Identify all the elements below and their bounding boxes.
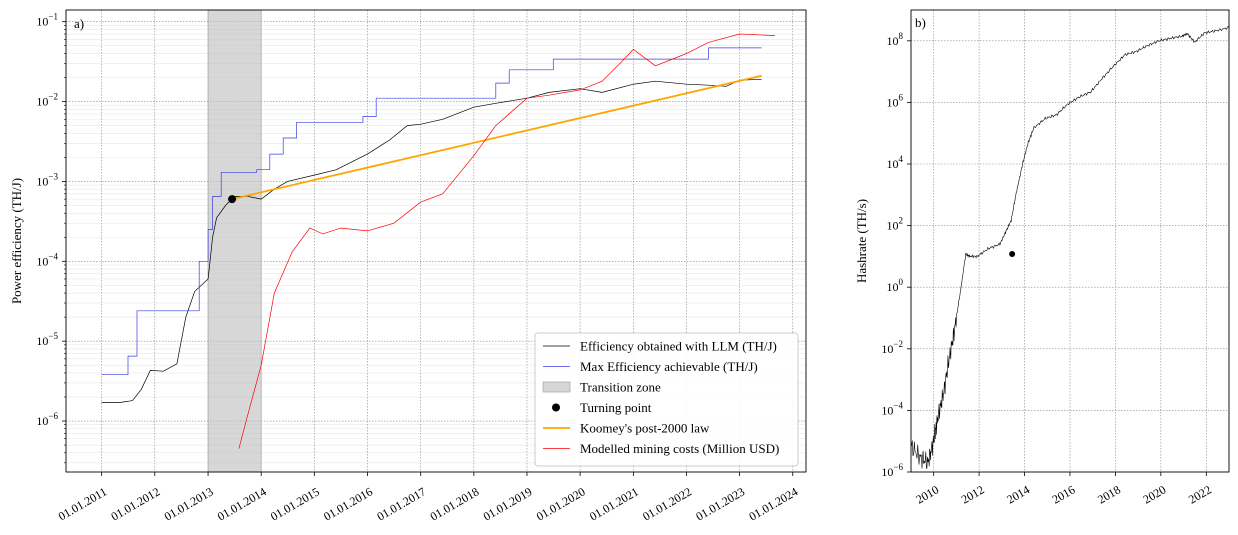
- x-tick-label: 01.01.2015: [268, 484, 322, 523]
- y-tick-label: 10−6: [881, 462, 903, 479]
- legend-box: [534, 332, 799, 467]
- x-tick-label: 01.01.2017: [374, 484, 428, 523]
- x-tick-label: 01.01.2013: [162, 484, 216, 523]
- y-tick-label: 104: [887, 154, 904, 171]
- y-tick-label: 106: [887, 92, 904, 109]
- axes-frame: [65, 9, 807, 473]
- x-tick-label: 01.01.2024: [746, 484, 800, 523]
- x-tick-label: 01.01.2016: [321, 484, 375, 523]
- legend-label: Koomey's post-2000 law: [580, 421, 710, 436]
- legend: Efficiency obtained with LLM (TH/J) Max E…: [534, 332, 799, 467]
- y-tick-label: 10−2: [36, 92, 58, 109]
- legend-swatch: [552, 403, 560, 412]
- y-tick-label: 10−5: [36, 331, 58, 348]
- x-tick-label: 01.01.2018: [428, 484, 482, 523]
- y-tick-label: 10−3: [36, 171, 58, 188]
- y-tick-label: 10−4: [881, 400, 903, 417]
- x-tick-label: 2012: [959, 482, 987, 506]
- transition-zone: [207, 9, 262, 473]
- series-line-0: [101, 78, 762, 403]
- turning-point-marker: [1009, 250, 1016, 257]
- x-tick-label: 2016: [1050, 482, 1078, 506]
- legend-entry: Transition zone: [542, 380, 661, 395]
- y-tick-label: 10−2: [881, 339, 903, 356]
- legend-label: Modelled mining costs (Million USD): [580, 441, 779, 456]
- legend-entry: Max Efficiency achievable (TH/J): [543, 359, 758, 374]
- x-tick-label: 2020: [1141, 482, 1169, 506]
- panel-a-ylabel: Power efficiency (TH/J): [9, 178, 24, 304]
- legend-label: Transition zone: [580, 380, 661, 395]
- y-tick-label: 108: [887, 31, 904, 48]
- legend-label: Efficiency obtained with LLM (TH/J): [580, 339, 777, 354]
- turning-point-marker: [228, 195, 237, 204]
- hashrate-line: [910, 26, 1230, 469]
- y-tick-label: 10−1: [36, 12, 58, 29]
- panel-b-ylabel: Hashrate (TH/s): [854, 199, 869, 283]
- panel-b: 10−6 10−4 10−2 100 102 104 106 108 2010 2012 2014 2…: [854, 9, 1230, 507]
- legend-entry: Efficiency obtained with LLM (TH/J): [543, 339, 777, 354]
- x-tick-label: 01.01.2023: [693, 484, 747, 523]
- y-tick-label: 10−4: [36, 251, 58, 268]
- x-tick-label: 2010: [913, 482, 941, 506]
- x-tick-label: 01.01.2011: [56, 484, 109, 523]
- legend-entry: Turning point: [552, 400, 652, 415]
- x-tick-label: 01.01.2021: [587, 484, 641, 523]
- x-tick-label: 2018: [1095, 482, 1123, 506]
- legend-entry: Koomey's post-2000 law: [543, 421, 710, 436]
- panel-b-label: b): [915, 15, 926, 30]
- y-tick-label: 10−6: [36, 411, 58, 428]
- x-tick-label: 01.01.2022: [640, 484, 694, 523]
- legend-swatch: [542, 381, 571, 393]
- x-tick-label: 01.01.2014: [215, 484, 269, 523]
- panel-a: 10−610−510−410−310−210−101.01.2011 01.01.…: [9, 9, 807, 524]
- series-line-1: [101, 47, 762, 376]
- x-tick-label: 2014: [1004, 482, 1032, 506]
- legend-label: Turning point: [580, 400, 652, 415]
- panel-a-label: a): [74, 16, 84, 31]
- x-tick-label: 01.01.2020: [534, 484, 588, 523]
- y-tick-label: 100: [887, 277, 904, 294]
- legend-label: Max Efficiency achievable (TH/J): [580, 359, 758, 374]
- x-tick-label: 01.01.2012: [109, 484, 163, 523]
- legend-entry: Modelled mining costs (Million USD): [543, 441, 779, 456]
- x-tick-label: 2022: [1186, 482, 1214, 506]
- y-tick-label: 102: [887, 216, 904, 233]
- series-line-2: [231, 74, 762, 200]
- x-tick-label: 01.01.2019: [481, 484, 535, 523]
- series-line-3: [238, 33, 776, 449]
